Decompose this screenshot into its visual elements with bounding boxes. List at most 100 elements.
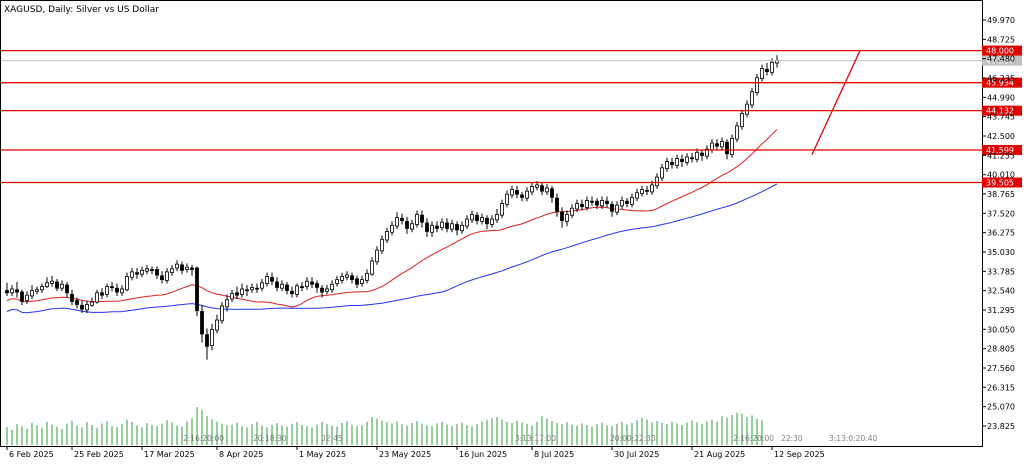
candle-body (550, 188, 554, 198)
candle-body (45, 282, 49, 288)
candle-body (685, 156, 689, 163)
candle-body (145, 268, 149, 272)
candle-body (755, 77, 759, 93)
y-tick-label: 47.480 (987, 55, 1015, 64)
y-tick-label: 33.785 (987, 267, 1015, 276)
y-tick-label: 31.295 (987, 306, 1015, 315)
y-tick-label: 36.275 (987, 229, 1015, 238)
candle-body (650, 184, 654, 193)
candle-body (110, 286, 114, 289)
candle-body (640, 189, 644, 194)
x-tick-label: 23 May 2025 (379, 450, 431, 459)
candle-body (410, 223, 414, 230)
candle-body (385, 231, 389, 241)
x-tick-label: 21 Aug 2025 (694, 450, 745, 459)
candle-body (525, 190, 529, 199)
level-tag (982, 45, 1022, 56)
candle-body (655, 176, 659, 187)
candle-body (205, 334, 209, 347)
trend-line (811, 50, 861, 155)
y-tick-label: 27.560 (987, 364, 1015, 373)
candle-body (695, 151, 699, 160)
candle-body (150, 269, 154, 271)
candle-body (175, 263, 179, 269)
candle-body (425, 222, 429, 232)
candle-body (450, 223, 454, 230)
candle-body (290, 290, 294, 295)
candle-body (250, 287, 254, 291)
candle-body (580, 203, 584, 208)
candle-body (665, 161, 669, 170)
candle-body (320, 287, 324, 293)
candle-body (355, 278, 359, 285)
candle-body (115, 287, 119, 293)
candle-body (210, 328, 214, 347)
candle-body (5, 290, 9, 294)
candle-body (435, 225, 439, 229)
candle-body (400, 217, 404, 222)
candle-body (235, 292, 239, 296)
chart-title: XAGUSD, Daily: Silver vs US Dollar (4, 5, 159, 15)
x-tick-label: 1 May 2025 (299, 450, 346, 459)
candle-body (500, 203, 504, 216)
candle-body (345, 274, 349, 278)
level-tag (982, 77, 1022, 88)
candle-body (725, 141, 729, 155)
candle-body (625, 200, 629, 204)
candle-body (405, 221, 409, 229)
candle-body (335, 279, 339, 284)
candle-body (160, 275, 164, 281)
x-tick-label: 8 Jul 2025 (534, 450, 574, 459)
candle-body (610, 203, 614, 212)
x-tick-label: 8 Apr 2025 (219, 450, 263, 459)
candle-body (310, 281, 314, 285)
ma-fast-line (6, 129, 778, 308)
candle-body (585, 200, 589, 208)
x-tick-label: 16 Jun 2025 (459, 450, 507, 459)
candle-body (180, 264, 184, 271)
overlay-label: 3:13:17:00 (515, 434, 556, 443)
x-tick-label: 17 Mar 2025 (144, 450, 195, 459)
candle-body (285, 284, 289, 291)
x-tick-label: 25 Feb 2025 (74, 450, 124, 459)
candle-body (700, 152, 704, 156)
y-tick-label: 30.050 (987, 325, 1015, 334)
x-tick-label: 30 Jul 2025 (614, 450, 659, 459)
candle-body (560, 211, 564, 222)
candle-body (165, 271, 169, 281)
level-label: 48.000 (986, 47, 1014, 56)
candle-body (490, 218, 494, 225)
candle-body (540, 185, 544, 192)
candle-body (55, 281, 59, 289)
candle-body (395, 217, 399, 227)
candle-body (675, 158, 679, 166)
overlay-label: 22:30 (781, 434, 803, 443)
candle-body (340, 276, 344, 281)
x-tick-label: 6 Feb 2025 (9, 450, 54, 459)
overlay-label: 02:45 (321, 434, 343, 443)
candle-body (705, 148, 709, 157)
candle-body (555, 197, 559, 212)
overlay-label: 2:16:20:00 (183, 434, 224, 443)
candle-body (140, 269, 144, 275)
candle-body (330, 283, 334, 291)
y-tick-label: 35.030 (987, 248, 1015, 257)
y-tick-label: 42.500 (987, 132, 1015, 141)
candle-body (230, 293, 234, 300)
candle-body (440, 221, 444, 229)
candle-body (95, 292, 99, 303)
candle-body (670, 161, 674, 166)
level-label: 41.599 (986, 146, 1014, 155)
candle-body (170, 268, 174, 274)
candle-body (120, 288, 124, 294)
y-tick-label: 32.540 (987, 287, 1015, 296)
level-tag (982, 177, 1022, 188)
candle-body (430, 224, 434, 233)
candle-body (735, 125, 739, 140)
y-tick-label: 44.990 (987, 93, 1015, 102)
candle-body (275, 281, 279, 288)
candle-body (630, 196, 634, 205)
candle-body (750, 91, 754, 106)
candle-body (300, 286, 304, 289)
